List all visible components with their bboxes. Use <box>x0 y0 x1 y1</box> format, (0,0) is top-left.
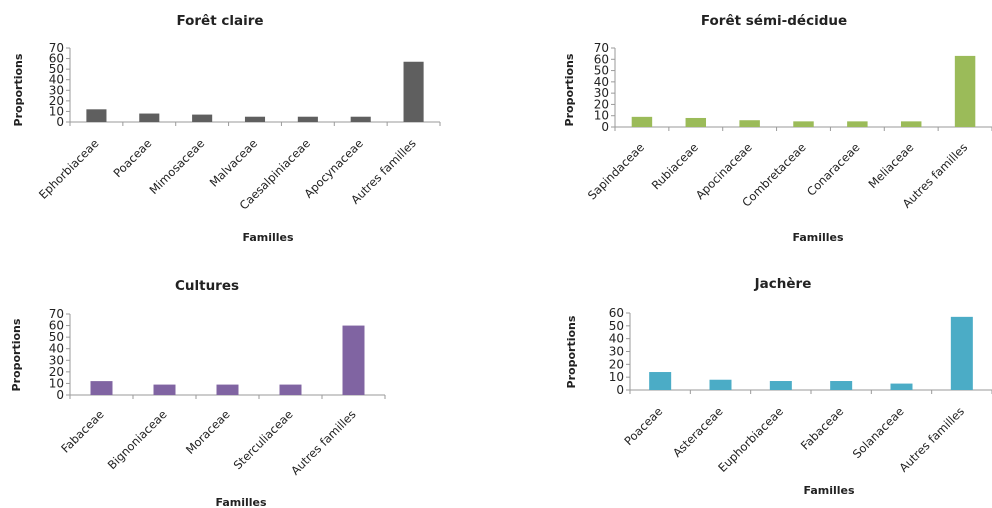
chart-0-bar <box>86 109 107 122</box>
chart-2-title: Cultures <box>175 278 239 294</box>
chart-0-bar <box>192 114 213 122</box>
chart-3-y-tick-label: 30 <box>609 345 624 359</box>
chart-3-y-tick-label: 20 <box>609 357 624 371</box>
chart-1-y-axis-title: Proportions <box>563 53 576 126</box>
chart-0-y-axis-title: Proportions <box>12 53 25 126</box>
chart-3-bar <box>709 379 732 390</box>
chart-3-category-label: Solanaceae <box>850 404 907 461</box>
chart-2-y-tick-label: 0 <box>56 388 64 402</box>
chart-3-category-label: Poaceae <box>621 404 665 448</box>
chart-0-y-tick-label: 10 <box>49 104 64 118</box>
chart-2-x-axis-title: Familles <box>215 496 267 508</box>
chart-1-y-tick-label: 30 <box>594 86 609 100</box>
chart-1-y-tick-label: 10 <box>594 109 609 123</box>
chart-3-category-label: Fabaceae <box>798 404 846 452</box>
chart-0-bar <box>297 116 318 122</box>
chart-0-title: Forêt claire <box>176 13 263 29</box>
chart-3-bar <box>769 381 792 390</box>
chart-2-bar <box>342 325 365 395</box>
chart-1-bar <box>900 121 922 127</box>
chart-2-y-tick-label: 30 <box>49 353 64 367</box>
chart-1-y-tick-label: 50 <box>594 64 609 78</box>
chart-0-y-tick-label: 70 <box>49 41 64 55</box>
chart-1-title: Forêt sémi-décidue <box>701 13 847 29</box>
chart-2-y-tick-label: 10 <box>49 376 64 390</box>
chart-0-y-tick-label: 20 <box>49 94 64 108</box>
chart-2-bar <box>279 384 302 395</box>
chart-0-y-tick-label: 0 <box>56 115 64 129</box>
chart-2-bar <box>216 384 239 395</box>
chart-3-y-tick-label: 40 <box>609 332 624 346</box>
chart-0-bar <box>244 116 266 122</box>
chart-1-y-tick-label: 0 <box>601 120 609 134</box>
chart-1-y-tick-label: 70 <box>594 41 609 55</box>
chart-1-bar <box>739 120 760 127</box>
chart-3-y-tick-label: 50 <box>609 319 624 333</box>
chart-3-y-tick-label: 0 <box>616 383 624 397</box>
chart-1-bar <box>793 121 814 127</box>
chart-0-y-tick-label: 30 <box>49 83 64 97</box>
chart-1-x-axis-title: Familles <box>792 231 844 244</box>
chart-3-bar <box>950 316 973 390</box>
chart-3-bar <box>649 372 672 390</box>
chart-2-y-tick-label: 40 <box>49 342 64 356</box>
chart-2-y-tick-label: 60 <box>49 319 64 333</box>
chart-3-x-axis-title: Familles <box>803 484 855 497</box>
chart-1-y-tick-label: 40 <box>594 75 609 89</box>
chart-0-y-tick-label: 40 <box>49 73 64 87</box>
chart-2-y-tick-label: 50 <box>49 330 64 344</box>
chart-0-bar <box>350 116 371 122</box>
chart-0-y-tick-label: 60 <box>49 52 64 66</box>
chart-1-bar <box>685 117 707 127</box>
chart-0-bar <box>139 113 160 122</box>
chart-1-bar <box>631 116 653 127</box>
chart-1-y-tick-label: 20 <box>594 97 609 111</box>
chart-3-bar <box>890 383 913 390</box>
chart-2-y-tick-label: 20 <box>49 365 64 379</box>
chart-3-title: Jachère <box>754 276 812 292</box>
chart-0-y-tick-label: 50 <box>49 62 64 76</box>
chart-2-y-tick-label: 70 <box>49 307 64 321</box>
chart-3-y-axis-title: Proportions <box>565 315 578 388</box>
chart-1-bar <box>954 55 976 127</box>
chart-3-y-tick-label: 10 <box>609 370 624 384</box>
chart-3-category-label: Asteraceae <box>670 404 726 460</box>
chart-2-bar <box>90 381 113 395</box>
chart-0-bar <box>403 61 424 122</box>
chart-0-x-axis-title: Familles <box>242 231 294 244</box>
chart-3-y-tick-label: 60 <box>609 306 624 320</box>
chart-3-bar <box>830 381 853 390</box>
chart-2-bar <box>153 384 176 395</box>
chart-2-y-axis-title: Proportions <box>10 318 23 391</box>
chart-1-bar <box>847 121 868 127</box>
chart-3-category-label: Euphorbiaceae <box>715 404 786 475</box>
chart-3-category-label: Autres familles <box>896 404 967 475</box>
chart-1-y-tick-label: 60 <box>594 52 609 66</box>
